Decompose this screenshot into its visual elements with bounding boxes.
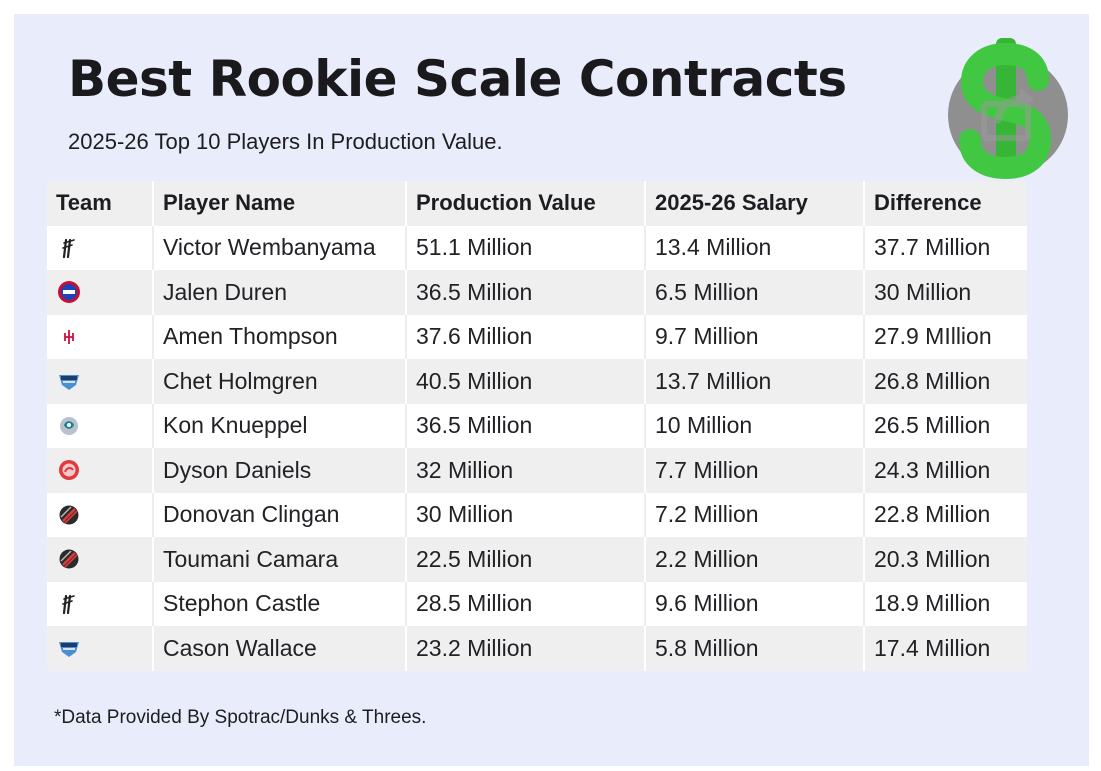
table-header-row: Team Player Name Production Value 2025-26 S… <box>47 181 1027 226</box>
salary-cell: 13.7 Million <box>645 359 865 404</box>
difference-cell: 27.9 MIllion <box>864 314 1027 359</box>
table-row: Toumani Camara 22.5 Million 2.2 Million 20.… <box>47 537 1027 582</box>
player-name-cell: Chet Holmgren <box>153 359 407 404</box>
table-body: Victor Wembanyama 51.1 Million 13.4 Millio… <box>47 225 1027 671</box>
salary-cell: 7.2 Million <box>645 492 865 537</box>
spurs-logo-icon <box>62 594 75 614</box>
team-cell <box>47 581 154 626</box>
salary-cell: 9.6 Million <box>645 581 865 626</box>
thunder-logo-icon <box>59 642 79 658</box>
player-name-cell: Donovan Clingan <box>153 492 407 537</box>
production-value-cell: 37.6 Million <box>406 314 646 359</box>
contracts-table: Team Player Name Production Value 2025-26 S… <box>47 181 1027 671</box>
column-header: Difference <box>864 181 1027 226</box>
column-header: 2025-26 Salary <box>645 181 865 226</box>
trail-blazers-logo-icon <box>59 549 79 569</box>
difference-cell: 26.8 Million <box>864 359 1027 404</box>
source-footnote: *Data Provided By Spotrac/Dunks & Threes… <box>54 707 427 728</box>
column-header: Production Value <box>406 181 646 226</box>
trail-blazers-logo-icon <box>59 505 79 525</box>
page-subtitle: 2025-26 Top 10 Players In Production Val… <box>68 129 503 154</box>
table-row: Stephon Castle 28.5 Million 9.6 Million 18.… <box>47 581 1027 626</box>
player-name-cell: Amen Thompson <box>153 314 407 359</box>
table-row: Jalen Duren 36.5 Million 6.5 Million 30 Mil… <box>47 270 1027 315</box>
salary-cell: 13.4 Million <box>645 225 865 270</box>
table-row: Victor Wembanyama 51.1 Million 13.4 Millio… <box>47 225 1027 270</box>
team-cell <box>47 537 154 582</box>
column-header: Team <box>47 181 154 226</box>
production-value-cell: 23.2 Million <box>406 626 646 671</box>
team-cell <box>47 448 154 493</box>
player-name-cell: Cason Wallace <box>153 626 407 671</box>
table-row: Chet Holmgren 40.5 Million 13.7 Million 26.… <box>47 359 1027 404</box>
table-row: Cason Wallace 23.2 Million 5.8 Million 17.4… <box>47 626 1027 671</box>
production-value-cell: 51.1 Million <box>406 225 646 270</box>
player-name-cell: Kon Knueppel <box>153 403 407 448</box>
table-row: Dyson Daniels 32 Million 7.7 Million 24.3 M… <box>47 448 1027 493</box>
salary-cell: 9.7 Million <box>645 314 865 359</box>
table-row: Amen Thompson 37.6 Million 9.7 Million 27.9… <box>47 314 1027 359</box>
table-row: Donovan Clingan 30 Million 7.2 Million 22.8… <box>47 492 1027 537</box>
difference-cell: 17.4 Million <box>864 626 1027 671</box>
team-cell <box>47 359 154 404</box>
table-row: Kon Knueppel 36.5 Million 10 Million 26.5 M… <box>47 403 1027 448</box>
difference-cell: 20.3 Million <box>864 537 1027 582</box>
salary-cell: 7.7 Million <box>645 448 865 493</box>
difference-cell: 26.5 Million <box>864 403 1027 448</box>
thunder-logo-icon <box>59 375 79 391</box>
production-value-cell: 28.5 Million <box>406 581 646 626</box>
salary-cell: 6.5 Million <box>645 270 865 315</box>
difference-cell: 24.3 Million <box>864 448 1027 493</box>
difference-cell: 30 Million <box>864 270 1027 315</box>
production-value-cell: 40.5 Million <box>406 359 646 404</box>
difference-cell: 18.9 Million <box>864 581 1027 626</box>
team-cell <box>47 225 154 270</box>
production-value-cell: 32 Million <box>406 448 646 493</box>
production-value-cell: 36.5 Million <box>406 403 646 448</box>
hawks-logo-icon <box>59 460 79 481</box>
dollar-share-logo-icon <box>948 38 1068 180</box>
player-name-cell: Dyson Daniels <box>153 448 407 493</box>
salary-cell: 10 Million <box>645 403 865 448</box>
column-header: Player Name <box>153 181 407 226</box>
team-cell <box>47 314 154 359</box>
production-value-cell: 22.5 Million <box>406 537 646 582</box>
pistons-logo-icon <box>58 281 80 304</box>
spurs-logo-icon <box>62 238 75 258</box>
salary-cell: 5.8 Million <box>645 626 865 671</box>
hornets-logo-icon <box>60 416 78 435</box>
player-name-cell: Toumani Camara <box>153 537 407 582</box>
player-name-cell: Jalen Duren <box>153 270 407 315</box>
rockets-logo-icon <box>64 329 74 344</box>
page-title: Best Rookie Scale Contracts <box>68 50 847 108</box>
production-value-cell: 30 Million <box>406 492 646 537</box>
difference-cell: 37.7 Million <box>864 225 1027 270</box>
player-name-cell: Stephon Castle <box>153 581 407 626</box>
team-cell <box>47 492 154 537</box>
difference-cell: 22.8 Million <box>864 492 1027 537</box>
salary-cell: 2.2 Million <box>645 537 865 582</box>
share-icon <box>981 88 1034 141</box>
team-cell <box>47 270 154 315</box>
player-name-cell: Victor Wembanyama <box>153 225 407 270</box>
production-value-cell: 36.5 Million <box>406 270 646 315</box>
team-cell <box>47 403 154 448</box>
team-cell <box>47 626 154 671</box>
